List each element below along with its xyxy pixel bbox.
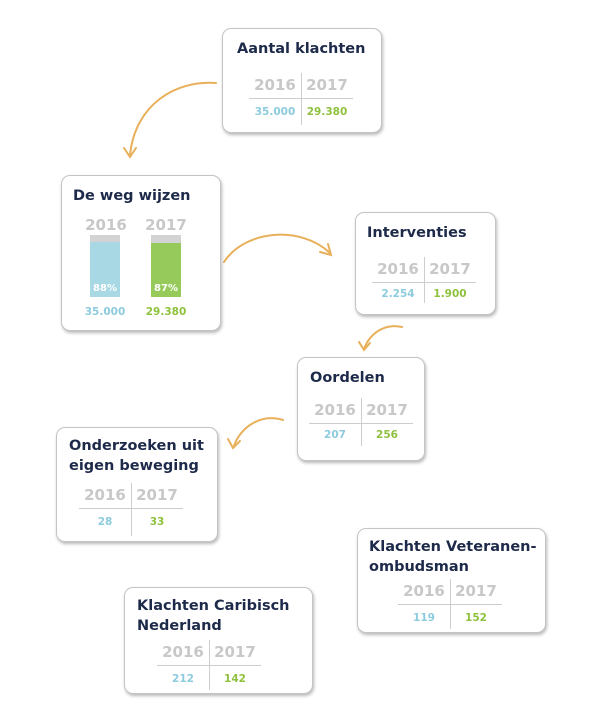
value-2016: 207 [324,429,346,441]
card-title: Klachten Caribisch Nederland [137,598,290,634]
value-2016: 35.000 [84,306,126,318]
year-2016-label: 2016 [403,582,445,600]
year-2017-label: 2017 [145,216,187,234]
year-2017-label: 2017 [429,260,471,278]
bar-2017-fill [151,243,181,297]
year-table: 2016 2017 207 256 [309,398,413,448]
year-2017-label: 2017 [306,76,348,94]
year-2017-label: 2017 [214,643,256,661]
card-oordelen: Oordelen 2016 2017 207 256 [297,357,425,461]
card-klachten-veteranenombudsman: Klachten Veteranen-ombudsman 2016 2017 1… [357,528,546,633]
bar-2017: 87% [151,235,181,297]
year-2017-label: 2017 [366,401,408,419]
year-table: 2016 2017 119 152 [398,579,502,631]
arrowhead-4 [227,438,241,450]
value-2017: 1.900 [433,288,467,300]
value-2016: 119 [413,612,435,624]
card-de-weg-wijzen: De weg wijzen 2016 2017 88% 87% 35.000 2… [61,175,221,331]
value-2017: 256 [376,429,398,441]
year-table: 2016 2017 28 33 [79,483,183,538]
value-2016: 2.254 [381,288,415,300]
year-2017-label: 2017 [136,486,178,504]
card-onderzoeken-uit-eigen-beweging: Onderzoeken uit eigen beweging 2016 2017… [56,427,218,542]
card-title: Onderzoeken uit eigen beweging [69,438,204,474]
arrow-oordelen-to-onderzoeken [233,417,284,447]
card-klachten-caribisch-nederland: Klachten Caribisch Nederland 2016 2017 2… [124,587,313,694]
year-2016-label: 2016 [314,401,356,419]
arrow-interventies-to-oordelen [363,325,403,350]
value-2017: 29.380 [145,306,187,318]
arrow-aantal-to-weg [129,81,217,156]
value-2017: 142 [224,673,246,685]
year-table: 2016 2017 2.254 1.900 [372,257,476,307]
card-title: Interventies [367,225,467,241]
card-aantal-klachten: Aantal klachten 2016 2017 35.000 29.380 [222,28,382,133]
bar-2016: 88% [90,235,120,297]
card-title: De weg wijzen [73,188,191,204]
year-2016-label: 2016 [254,76,296,94]
value-2016: 28 [97,516,113,528]
value-2017: 33 [149,516,165,528]
year-table: 2016 2017 35.000 29.380 [249,73,353,125]
value-2016: 212 [172,673,194,685]
bar-2017-percentage: 87% [154,283,178,294]
arrowhead-2 [319,243,333,257]
year-2016-label: 2016 [84,486,126,504]
value-2016: 35.000 [254,106,296,118]
card-interventies: Interventies 2016 2017 2.254 1.900 [355,212,496,315]
year-2016-label: 2016 [377,260,419,278]
value-2017: 29.380 [306,106,348,118]
year-2016-label: 2016 [85,216,127,234]
bar-2016-fill [90,242,120,297]
value-2017: 152 [465,612,487,624]
year-2016-label: 2016 [162,643,204,661]
arrow-weg-to-interventies [223,233,331,263]
year-table: 2016 2017 212 142 [157,640,261,692]
bar-2016-percentage: 88% [93,283,117,294]
year-2017-label: 2017 [455,582,497,600]
arrowhead-1 [123,147,137,159]
card-title: Oordelen [310,370,385,386]
card-title: Aantal klachten [237,41,366,57]
arrowhead-3 [358,341,371,352]
card-title: Klachten Veteranen-ombudsman [369,539,537,575]
